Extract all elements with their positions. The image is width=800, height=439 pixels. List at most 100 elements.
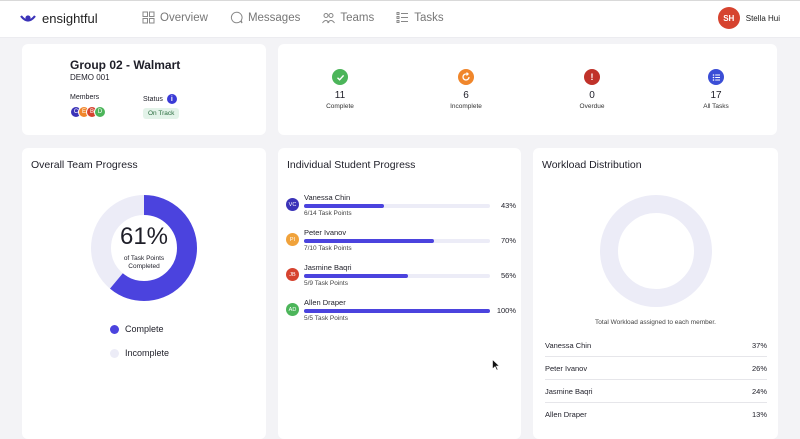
student-row[interactable]: AD Allen Draper 5/5 Task Points 100%	[286, 298, 516, 324]
app-name: ensightful	[42, 11, 98, 26]
user-name: Stella Hui	[745, 13, 780, 23]
member-avatars: C E B D	[70, 106, 106, 118]
workload-member-name: Peter Ivanov	[545, 364, 588, 373]
progress-track	[304, 239, 490, 243]
group-info-card: Group 02 - Walmart DEMO 001 Members C E …	[22, 44, 266, 135]
legend-complete: Complete	[110, 324, 164, 334]
stat-count: 6	[463, 90, 469, 101]
progress-percent: 70%	[500, 236, 516, 245]
stat-count: 0	[589, 90, 595, 101]
stat-overdue[interactable]: ! 0 Overdue	[552, 69, 632, 110]
task-points: 5/9 Task Points	[304, 280, 348, 287]
mouse-cursor-icon	[492, 359, 500, 371]
caption-line-1: of Task Points	[123, 255, 165, 262]
stat-count: 17	[710, 90, 722, 101]
refresh-icon	[458, 69, 474, 85]
progress-percent: 100%	[496, 306, 516, 315]
progress-percent: 56%	[500, 271, 516, 280]
main-nav: Overview Messages Teams Tasks	[142, 11, 444, 24]
user-avatar[interactable]: SH	[717, 7, 740, 29]
nav-teams-label: Teams	[340, 11, 375, 24]
legend-incomplete: Incomplete	[110, 348, 169, 358]
student-avatar: AD	[286, 303, 299, 316]
task-stats-card: 11 Complete 6 Incomplete ! 0 Overdue 17 …	[278, 44, 777, 135]
workload-caption: Total Workload assigned to each member.	[595, 319, 716, 326]
stat-label: Complete	[326, 103, 354, 110]
student-name: Allen Draper	[304, 298, 346, 307]
status-label-row: Status i	[143, 94, 177, 104]
nav-messages[interactable]: Messages	[230, 11, 300, 24]
checklist-icon	[396, 12, 409, 23]
workload-title: Workload Distribution	[542, 159, 642, 171]
group-code: DEMO 001	[70, 73, 110, 82]
stat-complete[interactable]: 11 Complete	[300, 69, 380, 110]
workload-percent: 26%	[751, 364, 767, 373]
task-points: 5/5 Task Points	[304, 315, 348, 322]
stat-all-tasks[interactable]: 17 All Tasks	[676, 69, 756, 110]
exclamation-icon: !	[584, 69, 600, 85]
status-label: Status	[143, 95, 163, 103]
members-label: Members	[70, 94, 100, 101]
progress-fill	[304, 204, 384, 208]
workload-member-name: Allen Draper	[545, 410, 587, 419]
student-row[interactable]: VC Vanessa Chin 6/14 Task Points 43%	[286, 193, 516, 219]
student-progress-card: Individual Student Progress VC Vanessa C…	[278, 148, 521, 439]
workload-card: Workload Distribution Total Workload ass…	[533, 148, 778, 439]
info-icon[interactable]: i	[166, 94, 177, 104]
top-navigation-bar: ensightful Overview Messages Teams Tasks…	[0, 0, 800, 38]
nav-overview[interactable]: Overview	[142, 11, 208, 24]
legend-label-complete: Complete	[125, 324, 164, 334]
legend-dot-incomplete	[110, 348, 119, 358]
status-badge: On Track	[143, 108, 180, 119]
team-progress-percent: 61%	[119, 223, 169, 250]
task-points: 7/10 Task Points	[304, 245, 352, 252]
ensightful-logo-icon	[20, 14, 36, 22]
user-menu[interactable]: SH Stella Hui	[717, 7, 780, 29]
progress-track	[304, 204, 490, 208]
stat-label: Overdue	[579, 103, 605, 110]
nav-teams[interactable]: Teams	[322, 11, 374, 24]
chat-bubble-icon	[230, 11, 243, 24]
progress-fill	[304, 239, 435, 243]
caption-line-2: Completed	[128, 263, 160, 270]
student-row[interactable]: PI Peter Ivanov 7/10 Task Points 70%	[286, 228, 516, 254]
app-logo[interactable]: ensightful	[20, 11, 98, 26]
student-name: Vanessa Chin	[304, 193, 351, 202]
progress-fill	[304, 274, 409, 278]
workload-member-name: Jasmine Baqri	[545, 387, 593, 396]
stat-incomplete[interactable]: 6 Incomplete	[426, 69, 506, 110]
workload-donut-ring	[600, 195, 712, 307]
workload-percent: 24%	[751, 387, 767, 396]
stat-label: Incomplete	[450, 103, 482, 110]
team-progress-card: Overall Team Progress 61% of Task Points…	[22, 148, 266, 439]
student-name: Peter Ivanov	[304, 228, 347, 237]
task-points: 6/14 Task Points	[304, 210, 352, 217]
team-progress-title: Overall Team Progress	[31, 159, 138, 171]
workload-percent: 37%	[751, 341, 767, 350]
student-avatar: JB	[286, 268, 299, 281]
workload-percent: 13%	[751, 410, 767, 419]
progress-track	[304, 309, 490, 313]
workload-member-name: Vanessa Chin	[545, 341, 592, 350]
nav-tasks[interactable]: Tasks	[396, 11, 444, 24]
student-progress-title: Individual Student Progress	[287, 159, 416, 171]
legend-dot-complete	[110, 324, 119, 334]
workload-row: Allen Draper 13%	[545, 403, 767, 426]
workload-row: Peter Ivanov 26%	[545, 357, 767, 380]
nav-tasks-label: Tasks	[414, 11, 444, 24]
list-icon	[708, 69, 724, 85]
progress-fill	[304, 309, 490, 313]
nav-messages-label: Messages	[247, 11, 301, 24]
people-icon	[322, 13, 336, 24]
workload-donut	[600, 195, 712, 307]
student-avatar: VC	[286, 198, 299, 211]
legend-label-incomplete: Incomplete	[125, 348, 170, 358]
student-avatar: PI	[286, 233, 299, 246]
student-row[interactable]: JB Jasmine Baqri 5/9 Task Points 56%	[286, 263, 516, 289]
group-title: Group 02 - Walmart	[70, 58, 181, 72]
workload-row: Jasmine Baqri 24%	[545, 380, 767, 403]
nav-overview-label: Overview	[160, 11, 208, 24]
member-avatar[interactable]: D	[94, 106, 106, 118]
team-progress-caption: of Task Points Completed	[91, 255, 197, 271]
team-progress-donut	[91, 195, 197, 301]
